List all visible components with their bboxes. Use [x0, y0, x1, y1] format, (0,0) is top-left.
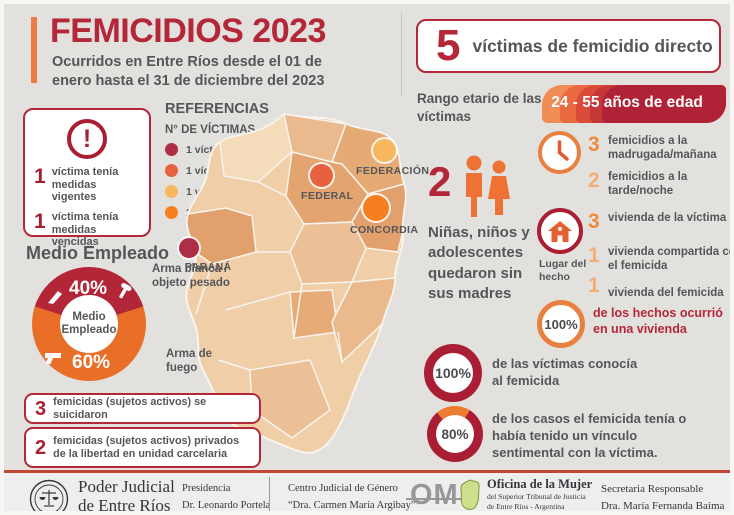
victims-label: víctimas de femicidio directo: [472, 35, 713, 56]
footer-womens-office: Oficina de la Mujer del Superior Tribuna…: [487, 477, 593, 511]
children-icon: [466, 155, 510, 217]
footer-presidency: Presidencia Dr. Leonardo Portela: [182, 481, 271, 511]
place-number: 1: [588, 274, 600, 297]
orphans-text: Niñas, niños y adolescentes quedaron sin…: [428, 224, 530, 302]
place-number: 1: [588, 244, 600, 267]
measures-number: 1: [34, 165, 46, 188]
judicial-seal-icon: [29, 479, 69, 511]
stat-text-housing: de los hechos ocurrió en una vivienda: [593, 306, 723, 337]
page-title: FEMICIDIOS 2023: [50, 12, 326, 50]
om-logo: OM: [406, 479, 482, 511]
age-banner-layer: [602, 85, 726, 123]
footer-gender-center-line2: “Dra. Carmen María Argibay”: [288, 499, 416, 511]
map-marker-federal: [310, 164, 333, 187]
place-number: 3: [588, 210, 600, 233]
map-marker-parana: [179, 238, 199, 258]
measures-row: 1 víctima tenía medidas vencidas: [25, 211, 149, 249]
om-logo-text: OM: [410, 479, 459, 511]
time-text: femicidios a la tarde/noche: [608, 171, 688, 197]
perpetrators-number: 2: [35, 436, 47, 459]
footer-presidency-label: Presidencia: [182, 483, 231, 494]
footer-secretary-label: Secretaria Responsable: [601, 483, 704, 495]
footer-secretary: Secretaria Responsable Dra. María Fernan…: [601, 481, 725, 513]
weapons-donut-chart: 40% 60% Medio Empleado: [32, 267, 146, 381]
legend-dot-lightorange: [165, 185, 178, 198]
stat-pct-sentimental: 80%: [436, 415, 474, 453]
map-label-parana: PARANÁ: [185, 261, 232, 273]
weapons-slice-pct: 60%: [72, 352, 111, 373]
perpetrators-suicide-box: 3 femicidas (sujetos activos) se suicida…: [24, 393, 261, 424]
map-label-federal: FEDERAL: [301, 190, 354, 202]
age-range-value: 24 - 55 años de edad: [551, 94, 703, 111]
om-logo-line: [406, 498, 462, 500]
stat-text-sentimental: de los casos el femicida tenía o había t…: [492, 411, 687, 460]
legend-dot-darkred: [165, 143, 178, 156]
legend-subtitle: N° DE VÍCTIMAS: [165, 124, 256, 136]
place-text: vivienda del femicida: [608, 287, 724, 299]
direct-victims-box: 5 víctimas de femicidio directo: [416, 19, 721, 73]
map-marker-concordia: [363, 195, 389, 221]
page-subtitle: Ocurridos en Entre Ríos desde el 01 de e…: [52, 54, 325, 89]
weapons-slice-label: Arma de fuego: [166, 348, 213, 374]
perpetrators-text: femicidas (sujetos activos) se suicidaro…: [53, 395, 207, 421]
footer-gender-center: Centro Judicial de Género “Dra. Carmen M…: [288, 481, 416, 511]
footer-office-title: Oficina de la Mujer: [487, 477, 593, 491]
measures-text: víctima tenía medidas vencidas: [51, 210, 119, 249]
place-text: vivienda compartida con el femicida: [608, 246, 734, 272]
footer-secretary-name: Dra. María Fernanda Baima: [601, 500, 725, 513]
footer-office-sub1: del Superior Tribunal de Justicia: [487, 492, 586, 501]
legend-title: REFERENCIAS: [165, 101, 269, 117]
knife-icon: [48, 291, 62, 304]
footer-presidency-name: Dr. Leonardo Portela: [182, 499, 271, 511]
measures-box: ! 1 víctima tenía medidas vigentes 1 víc…: [23, 108, 151, 248]
stat-text-known: de las víctimas conocía al femicida: [492, 356, 638, 388]
map-label-federacion: FEDERACIÓN: [356, 165, 430, 177]
om-province-icon: [460, 479, 480, 510]
map-marker-federacion: [373, 139, 396, 162]
age-range-label: Rango etario de las víctimas: [417, 91, 542, 124]
clock-icon: [538, 131, 581, 174]
weapons-slice-pct: 40%: [69, 278, 108, 299]
place-text: vivienda de la víctima: [608, 212, 727, 224]
stat-circle-housing: 100%: [537, 300, 585, 348]
footer-org-name: Poder Judicial de Entre Ríos: [78, 477, 175, 515]
house-icon: [537, 208, 583, 254]
time-number: 3: [588, 133, 600, 156]
victims-count: 5: [436, 21, 461, 70]
footer-office-sub2: de Entre Ríos - Argentina: [487, 501, 565, 511]
place-section-label: Lugar del hecho: [539, 258, 587, 284]
footer: Poder Judicial de Entre Ríos Presidencia…: [4, 470, 730, 511]
weapons-donut-center: Medio Empleado: [60, 295, 118, 353]
perpetrators-text: femicidas (sujetos activos) privados de …: [53, 434, 240, 460]
measures-number: 1: [34, 209, 46, 233]
legend-dot-red: [165, 164, 178, 177]
age-range-banner: 24 - 55 años de edad: [542, 85, 726, 123]
hammer-icon: [119, 283, 132, 299]
entre-rios-map: [185, 112, 407, 454]
gun-icon: [45, 353, 61, 364]
time-number: 2: [588, 169, 600, 192]
weapons-chart-title: Medio Empleado: [26, 243, 170, 263]
measures-row: 1 víctima tenía medidas vigentes: [25, 166, 149, 204]
measures-text: víctima tenía medidas vigentes: [51, 166, 119, 204]
orphans-count: 2: [428, 158, 452, 205]
stat-circle-sentimental: 80%: [427, 406, 483, 462]
legend-dot-orange: [165, 206, 178, 219]
time-text: femicidios a la madrugada/mañana: [608, 135, 717, 161]
alert-icon: !: [67, 119, 107, 159]
map-label-concordia: CONCORDIA: [350, 224, 419, 236]
footer-divider: [269, 477, 270, 511]
title-accent-bar: [31, 17, 37, 83]
footer-gender-center-line1: Centro Judicial de Género: [288, 483, 398, 494]
perpetrators-jail-box: 2 femicidas (sujetos activos) privados d…: [24, 427, 261, 468]
perpetrators-number: 3: [35, 397, 47, 420]
stat-circle-known: 100%: [424, 344, 482, 402]
header-divider: [401, 12, 402, 96]
weapons-slice-label: Arma blanca / objeto pesado: [152, 263, 230, 289]
